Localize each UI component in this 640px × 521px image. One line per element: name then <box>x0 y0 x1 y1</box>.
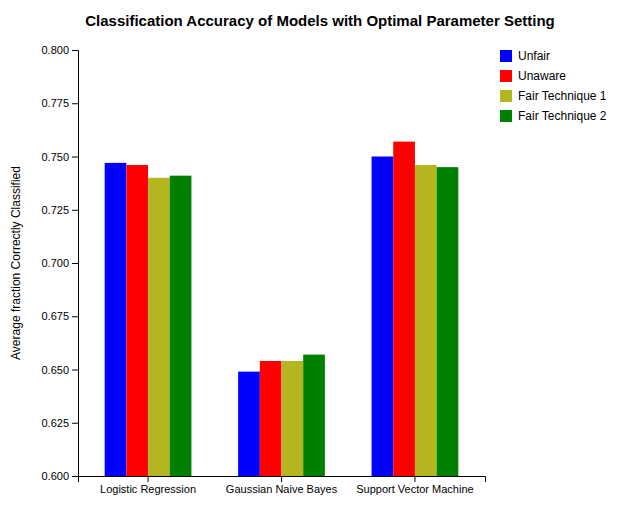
y-tick-label: 0.725 <box>41 204 69 216</box>
legend-swatch <box>500 90 512 102</box>
y-tick-label: 0.600 <box>41 470 69 482</box>
legend-label: Fair Technique 2 <box>518 109 607 123</box>
legend-swatch <box>500 110 512 122</box>
y-tick-label: 0.800 <box>41 44 69 56</box>
bar <box>148 178 170 476</box>
legend-swatch <box>500 70 512 82</box>
x-tick: Logistic Regression <box>100 476 196 495</box>
y-axis-title: Average fraction Correctly Classified <box>9 166 23 360</box>
bar <box>303 355 325 476</box>
x-tick-mark <box>148 476 149 482</box>
y-tick: 0.650 <box>41 364 78 376</box>
x-tick-label: Support Vector Machine <box>356 483 473 495</box>
y-tick-mark <box>72 50 78 51</box>
y-tick-label: 0.750 <box>41 151 69 163</box>
bars <box>105 142 459 476</box>
bar <box>260 361 282 476</box>
bar <box>170 176 192 476</box>
y-tick-mark <box>72 476 78 477</box>
legend-swatch <box>500 50 512 62</box>
y-tick-mark <box>72 423 78 424</box>
bar <box>393 142 415 476</box>
y-tick-label: 0.675 <box>41 310 69 322</box>
y-tick-label: 0.625 <box>41 417 69 429</box>
bar <box>126 165 148 476</box>
legend-item: Unfair <box>500 49 550 63</box>
legend-item: Unaware <box>500 69 566 83</box>
y-axis-line <box>72 51 79 477</box>
y-tick-label: 0.650 <box>41 364 69 376</box>
y-tick-mark <box>72 370 78 371</box>
bar <box>372 157 394 477</box>
y-tick: 0.675 <box>41 310 78 322</box>
y-tick-label: 0.700 <box>41 257 69 269</box>
y-tick: 0.600 <box>41 470 78 482</box>
legend-label: Unfair <box>518 49 550 63</box>
legend-item: Fair Technique 2 <box>500 109 607 123</box>
y-tick: 0.625 <box>41 417 78 429</box>
y-tick: 0.725 <box>41 204 78 216</box>
x-tick-label: Logistic Regression <box>100 483 196 495</box>
series <box>148 165 437 476</box>
series <box>126 142 415 476</box>
bar <box>105 163 127 476</box>
y-tick-label: 0.775 <box>41 97 69 109</box>
legend: Unfair Unaware Fair Technique 1 Fair Techni… <box>500 49 607 123</box>
y-tick-mark <box>72 263 78 264</box>
plot: 0.600 0.625 0.650 0.675 0.700 0.725 0.750 0.775… <box>41 44 485 521</box>
y-axis: 0.600 0.625 0.650 0.675 0.700 0.725 0.750 0.775… <box>41 44 78 482</box>
y-tick: 0.700 <box>41 257 78 269</box>
title: Classification Accuracy of Models with O… <box>85 12 555 29</box>
legend-item: Fair Technique 1 <box>500 89 607 103</box>
x-tick-mark <box>281 476 282 482</box>
series <box>105 157 394 477</box>
x-axis: Logistic Regression Gaussian Naive Bayes S… <box>79 476 486 495</box>
bar <box>282 361 304 476</box>
x-tick: Support Vector Machine <box>356 476 473 495</box>
bar <box>437 167 459 476</box>
y-tick-mark <box>72 316 78 317</box>
x-tick: Gaussian Naive Bayes <box>226 476 338 495</box>
y-tick: 0.800 <box>41 44 78 56</box>
legend-label: Fair Technique 1 <box>518 89 607 103</box>
bar <box>415 165 437 476</box>
series <box>170 167 459 476</box>
y-tick-mark <box>72 103 78 104</box>
x-tick-label: Gaussian Naive Bayes <box>226 483 338 495</box>
x-tick-mark <box>414 476 415 482</box>
y-tick: 0.750 <box>41 151 78 163</box>
y-tick: 0.775 <box>41 97 78 109</box>
x-axis-line <box>79 477 486 483</box>
y-tick-mark <box>72 157 78 158</box>
legend-label: Unaware <box>518 69 566 83</box>
chart: Classification Accuracy of Models with O… <box>0 0 640 521</box>
bar <box>238 372 260 476</box>
y-tick-mark <box>72 210 78 211</box>
